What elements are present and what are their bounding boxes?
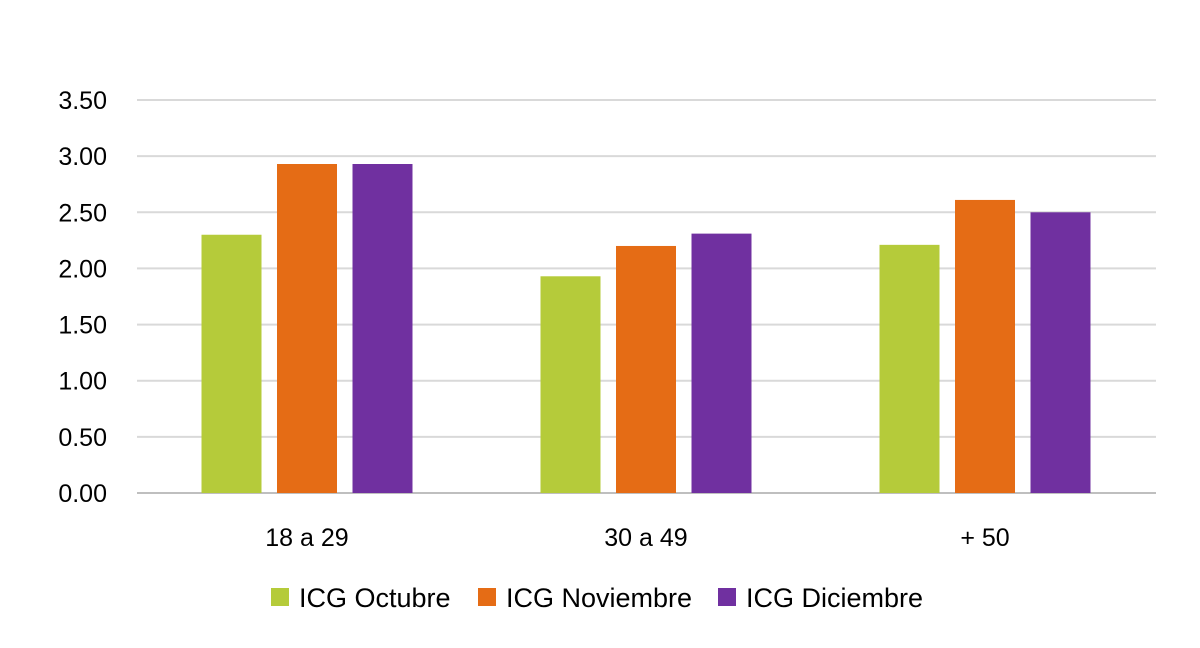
bar-icg-diciembre-1 bbox=[691, 233, 752, 493]
y-tick-label: 3.50 bbox=[58, 87, 107, 115]
bar-icg-noviembre-1 bbox=[616, 245, 676, 493]
y-tick-label: 2.50 bbox=[58, 199, 107, 227]
y-tick-label: 0.50 bbox=[58, 424, 107, 452]
legend-label: ICG Noviembre bbox=[506, 583, 692, 613]
y-tick-label: 2.00 bbox=[58, 255, 107, 283]
bar-icg-diciembre-2 bbox=[1030, 212, 1091, 494]
legend: ICG Octubre ICG Noviembre ICG Diciembre bbox=[271, 583, 923, 613]
y-tick-label: 1.50 bbox=[58, 312, 107, 340]
bar-icg-octubre-0 bbox=[201, 234, 262, 493]
legend-swatch bbox=[271, 588, 289, 606]
bar-icg-noviembre-0 bbox=[277, 164, 337, 493]
bar-icg-octubre-1 bbox=[540, 276, 601, 493]
y-axis-tick-labels: 0.00 0.50 1.00 1.50 2.00 2.50 3.00 3.50 bbox=[58, 87, 107, 508]
legend-swatch bbox=[478, 588, 496, 606]
x-tick-label: + 50 bbox=[960, 524, 1009, 552]
y-tick-label: 0.00 bbox=[58, 480, 107, 508]
bar-icg-diciembre-0 bbox=[352, 164, 413, 493]
y-tick-label: 3.00 bbox=[58, 143, 107, 171]
legend-label: ICG Diciembre bbox=[746, 583, 923, 613]
bar-series bbox=[201, 164, 1091, 494]
legend-swatch bbox=[718, 588, 736, 606]
bar-icg-octubre-2 bbox=[879, 244, 940, 493]
bar-icg-noviembre-2 bbox=[955, 199, 1015, 494]
legend-label: ICG Octubre bbox=[299, 583, 451, 613]
x-axis-category-labels: 18 a 29 30 a 49 + 50 bbox=[265, 524, 1009, 552]
y-tick-label: 1.00 bbox=[58, 368, 107, 396]
x-tick-label: 30 a 49 bbox=[604, 524, 687, 552]
x-tick-label: 18 a 29 bbox=[265, 524, 348, 552]
